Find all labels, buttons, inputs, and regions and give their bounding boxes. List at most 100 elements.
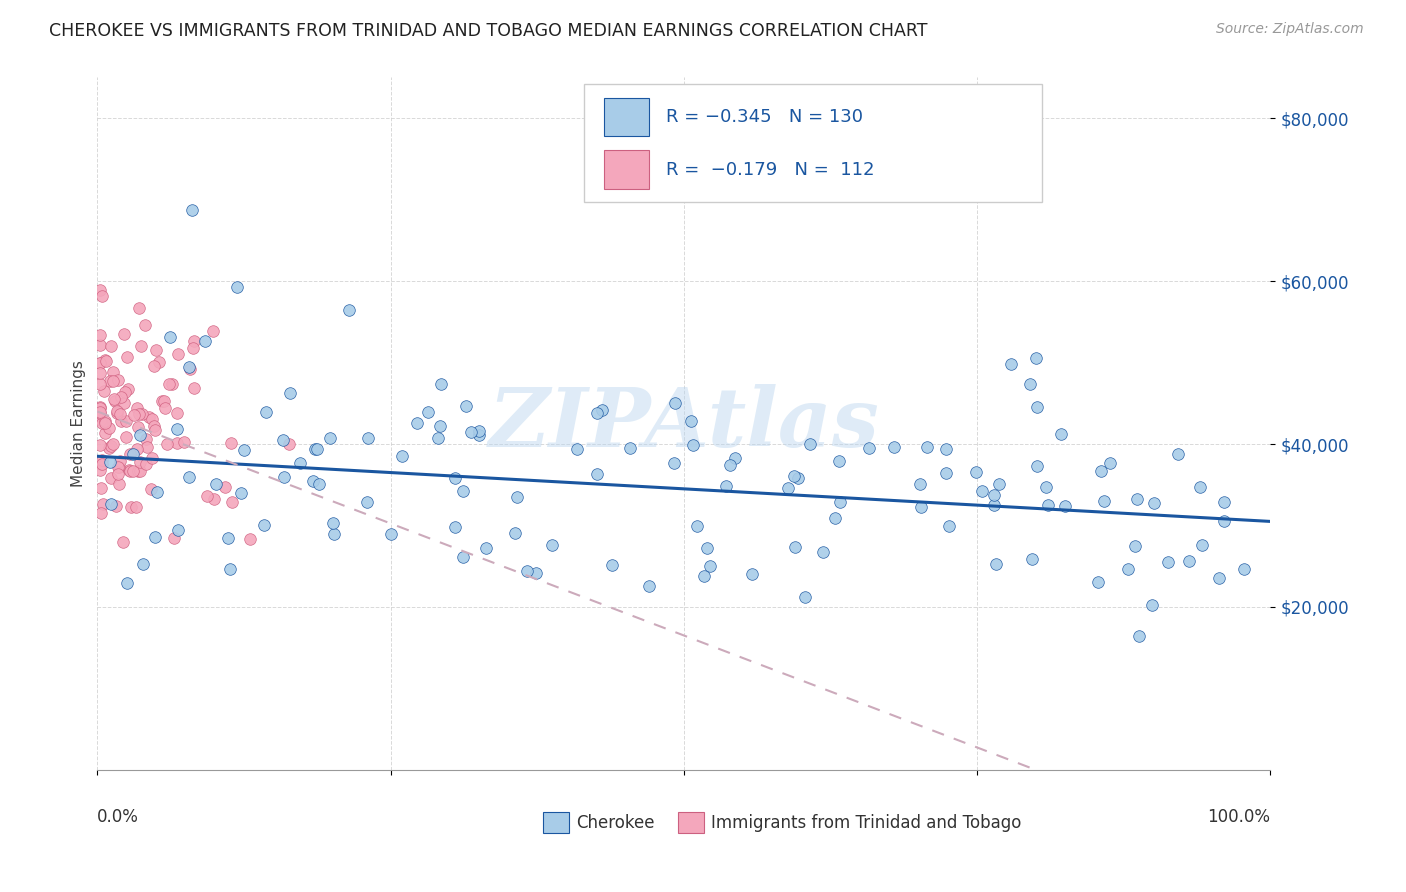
Point bbox=[100, 438, 122, 452]
Point bbox=[813, 545, 835, 559]
Point bbox=[1092, 493, 1115, 508]
Point bbox=[128, 408, 150, 422]
Point bbox=[391, 449, 413, 463]
Point bbox=[662, 456, 685, 470]
Point bbox=[456, 399, 478, 413]
Text: CHEROKEE VS IMMIGRANTS FROM TRINIDAD AND TOBAGO MEDIAN EARNINGS CORRELATION CHAR: CHEROKEE VS IMMIGRANTS FROM TRINIDAD AND… bbox=[49, 22, 928, 40]
Point bbox=[108, 459, 131, 474]
Point bbox=[987, 476, 1010, 491]
Point bbox=[110, 407, 132, 421]
Point bbox=[145, 343, 167, 357]
Point bbox=[141, 412, 163, 426]
FancyBboxPatch shape bbox=[678, 812, 704, 833]
Point bbox=[107, 460, 129, 475]
FancyBboxPatch shape bbox=[605, 151, 648, 188]
Point bbox=[718, 458, 741, 472]
Point bbox=[1026, 401, 1049, 415]
Point bbox=[100, 497, 122, 511]
Point bbox=[183, 334, 205, 349]
Point bbox=[148, 355, 170, 369]
Point bbox=[786, 471, 808, 485]
Point bbox=[468, 424, 491, 438]
Point bbox=[253, 517, 276, 532]
Point bbox=[783, 541, 806, 555]
Point bbox=[122, 408, 145, 422]
Point bbox=[90, 457, 112, 471]
Point bbox=[153, 394, 176, 409]
Point bbox=[98, 421, 121, 435]
Point bbox=[101, 437, 124, 451]
Point bbox=[91, 416, 114, 430]
Point bbox=[277, 437, 299, 451]
Point bbox=[600, 558, 623, 572]
Point bbox=[89, 404, 111, 418]
Point bbox=[89, 366, 111, 380]
Point bbox=[179, 470, 201, 484]
Point bbox=[1143, 496, 1166, 510]
Point bbox=[94, 425, 117, 440]
Point bbox=[1178, 554, 1201, 568]
Point bbox=[205, 476, 228, 491]
Point bbox=[125, 442, 148, 457]
Point bbox=[908, 477, 931, 491]
Point bbox=[444, 520, 467, 534]
Point bbox=[128, 301, 150, 315]
Point bbox=[1191, 538, 1213, 552]
FancyBboxPatch shape bbox=[605, 98, 648, 136]
Point bbox=[107, 467, 129, 482]
Point bbox=[1035, 480, 1057, 494]
Point bbox=[505, 525, 527, 540]
Point bbox=[108, 454, 131, 468]
Point bbox=[1126, 491, 1149, 506]
Point bbox=[679, 413, 702, 427]
Point bbox=[100, 470, 122, 484]
Point bbox=[183, 381, 205, 395]
Point bbox=[136, 440, 159, 454]
Point bbox=[883, 441, 905, 455]
Point bbox=[541, 538, 564, 552]
Point bbox=[254, 405, 277, 419]
Point bbox=[1054, 499, 1077, 513]
Point bbox=[380, 526, 402, 541]
Point bbox=[134, 318, 156, 332]
Point bbox=[104, 393, 127, 408]
Point bbox=[114, 385, 136, 400]
Point bbox=[98, 455, 121, 469]
Point bbox=[143, 419, 166, 434]
Point bbox=[181, 203, 204, 218]
Point bbox=[794, 590, 817, 604]
Point bbox=[1212, 495, 1234, 509]
Point bbox=[89, 328, 111, 343]
Point bbox=[1019, 377, 1042, 392]
Point bbox=[105, 500, 128, 514]
Point bbox=[983, 488, 1005, 502]
Point bbox=[166, 422, 188, 436]
Point bbox=[107, 373, 129, 387]
Point bbox=[468, 427, 491, 442]
Point bbox=[90, 453, 112, 467]
Point bbox=[141, 450, 163, 465]
Point bbox=[166, 435, 188, 450]
Point bbox=[194, 334, 217, 348]
Point bbox=[128, 428, 150, 442]
Point bbox=[304, 442, 326, 456]
Point bbox=[278, 385, 301, 400]
Point bbox=[89, 401, 111, 415]
Point bbox=[112, 396, 135, 410]
Point bbox=[305, 442, 328, 456]
Point bbox=[89, 356, 111, 370]
Point bbox=[221, 494, 243, 508]
Point bbox=[239, 532, 262, 546]
Text: 0.0%: 0.0% bbox=[97, 808, 139, 826]
Text: Immigrants from Trinidad and Tobago: Immigrants from Trinidad and Tobago bbox=[711, 814, 1021, 831]
Point bbox=[111, 535, 134, 549]
Point bbox=[89, 283, 111, 297]
Text: Cherokee: Cherokee bbox=[576, 814, 654, 831]
Point bbox=[98, 441, 121, 455]
Point bbox=[1188, 480, 1211, 494]
Y-axis label: Median Earnings: Median Earnings bbox=[72, 360, 86, 487]
Point bbox=[356, 431, 378, 445]
Point bbox=[233, 442, 256, 457]
Point bbox=[93, 384, 115, 398]
Point bbox=[131, 338, 153, 352]
